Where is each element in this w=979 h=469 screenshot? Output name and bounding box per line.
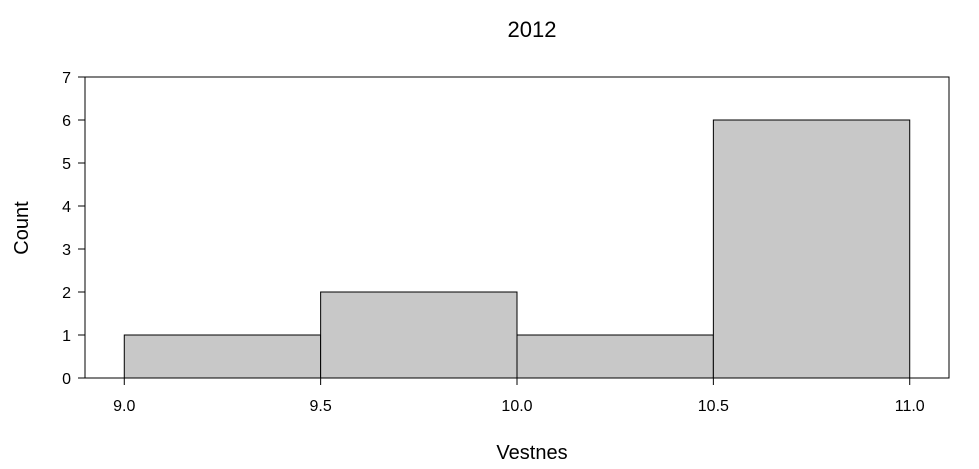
y-tick-label: 6 [62,113,71,130]
x-tick-label: 10.5 [698,398,729,415]
y-tick-label: 1 [62,328,71,345]
x-axis-label: Vestnes [496,442,567,464]
y-tick-label: 5 [62,156,71,173]
x-axis-ticks: 9.0 9.5 10.0 10.5 11.0 [113,378,925,415]
histogram-bar [516,334,714,379]
x-tick-label: 9.0 [113,398,135,415]
histogram-bar [320,291,518,379]
x-tick-label: 10.0 [501,398,532,415]
y-axis-ticks: 0 1 2 3 4 5 6 7 [62,70,85,388]
y-tick-label: 4 [62,199,71,216]
bars-group [123,119,911,379]
histogram-bar [123,334,322,379]
y-tick-label: 2 [62,285,71,302]
y-tick-label: 0 [62,371,71,388]
chart-title: 2012 [508,17,557,42]
y-tick-label: 7 [62,70,71,87]
x-tick-label: 11.0 [895,398,925,415]
histogram-bar [712,119,911,379]
y-tick-label: 3 [62,242,71,259]
x-tick-label: 9.5 [310,398,332,415]
y-axis-label: Count [11,201,33,255]
